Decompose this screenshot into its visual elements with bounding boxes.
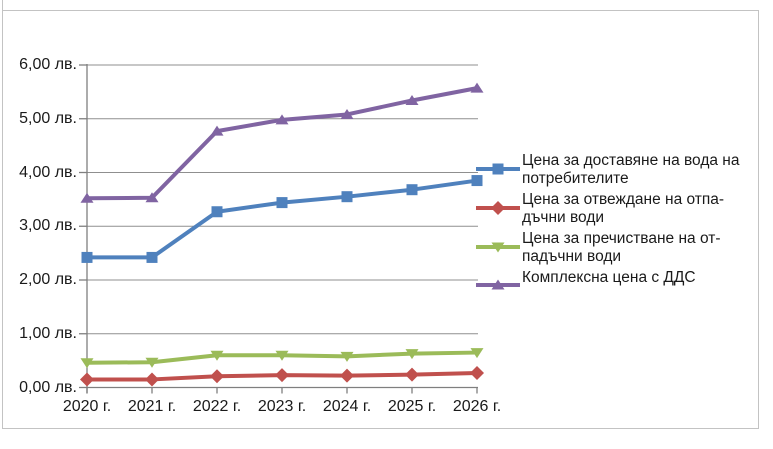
legend-item-complex-price: Комплексна цена с ДДС <box>522 269 764 287</box>
legend-label-line: дъчни води <box>522 209 605 226</box>
legend-label-line: падъчни води <box>522 248 622 265</box>
legend-triangle-down-marker-icon <box>476 242 520 253</box>
x-axis-tick-label: 2020 г. <box>62 398 112 415</box>
x-axis-tick-label: 2021 г. <box>127 398 177 415</box>
legend-item-water-delivery: Цена за доставяне на вода на потребители… <box>522 152 764 188</box>
y-axis-tick-label: 0,00 лв. <box>19 378 77 396</box>
x-axis-tick-label: 2025 г. <box>387 398 437 415</box>
y-axis-tick-label: 4,00 лв. <box>19 163 77 181</box>
x-axis-tick-label: 2024 г. <box>322 398 372 415</box>
y-axis-tick-label: 6,00 лв. <box>19 56 77 73</box>
legend-item-treatment: Цена за пречистване на от- падъчни води <box>522 230 764 266</box>
legend-label-line: Цена за пречистване на от- <box>522 230 721 247</box>
page-border-stub <box>2 0 3 10</box>
legend-square-marker-icon <box>476 163 520 175</box>
legend-label-line: Цена за доставяне на вода на <box>522 152 740 169</box>
legend-diamond-marker-icon <box>476 201 520 215</box>
legend-label-line: Комплексна цена с ДДС <box>522 269 696 286</box>
x-axis-tick-label: 2026 г. <box>452 398 502 415</box>
legend-item-sewerage: Цена за отвеждане на отпа- дъчни води <box>522 191 764 227</box>
y-axis-tick-label: 5,00 лв. <box>19 109 77 127</box>
y-axis-tick-label: 1,00 лв. <box>19 324 77 342</box>
x-axis-tick-label: 2023 г. <box>257 398 307 415</box>
legend-label-line: потребителите <box>522 170 629 187</box>
y-axis-tick-label: 2,00 лв. <box>19 271 77 288</box>
y-axis-tick-label: 3,00 лв. <box>19 217 77 235</box>
chart-frame <box>2 10 759 429</box>
legend-triangle-up-marker-icon <box>476 279 520 290</box>
x-axis-tick-label: 2022 г. <box>192 398 242 415</box>
legend-label-line: Цена за отвеждане на отпа- <box>522 191 725 208</box>
